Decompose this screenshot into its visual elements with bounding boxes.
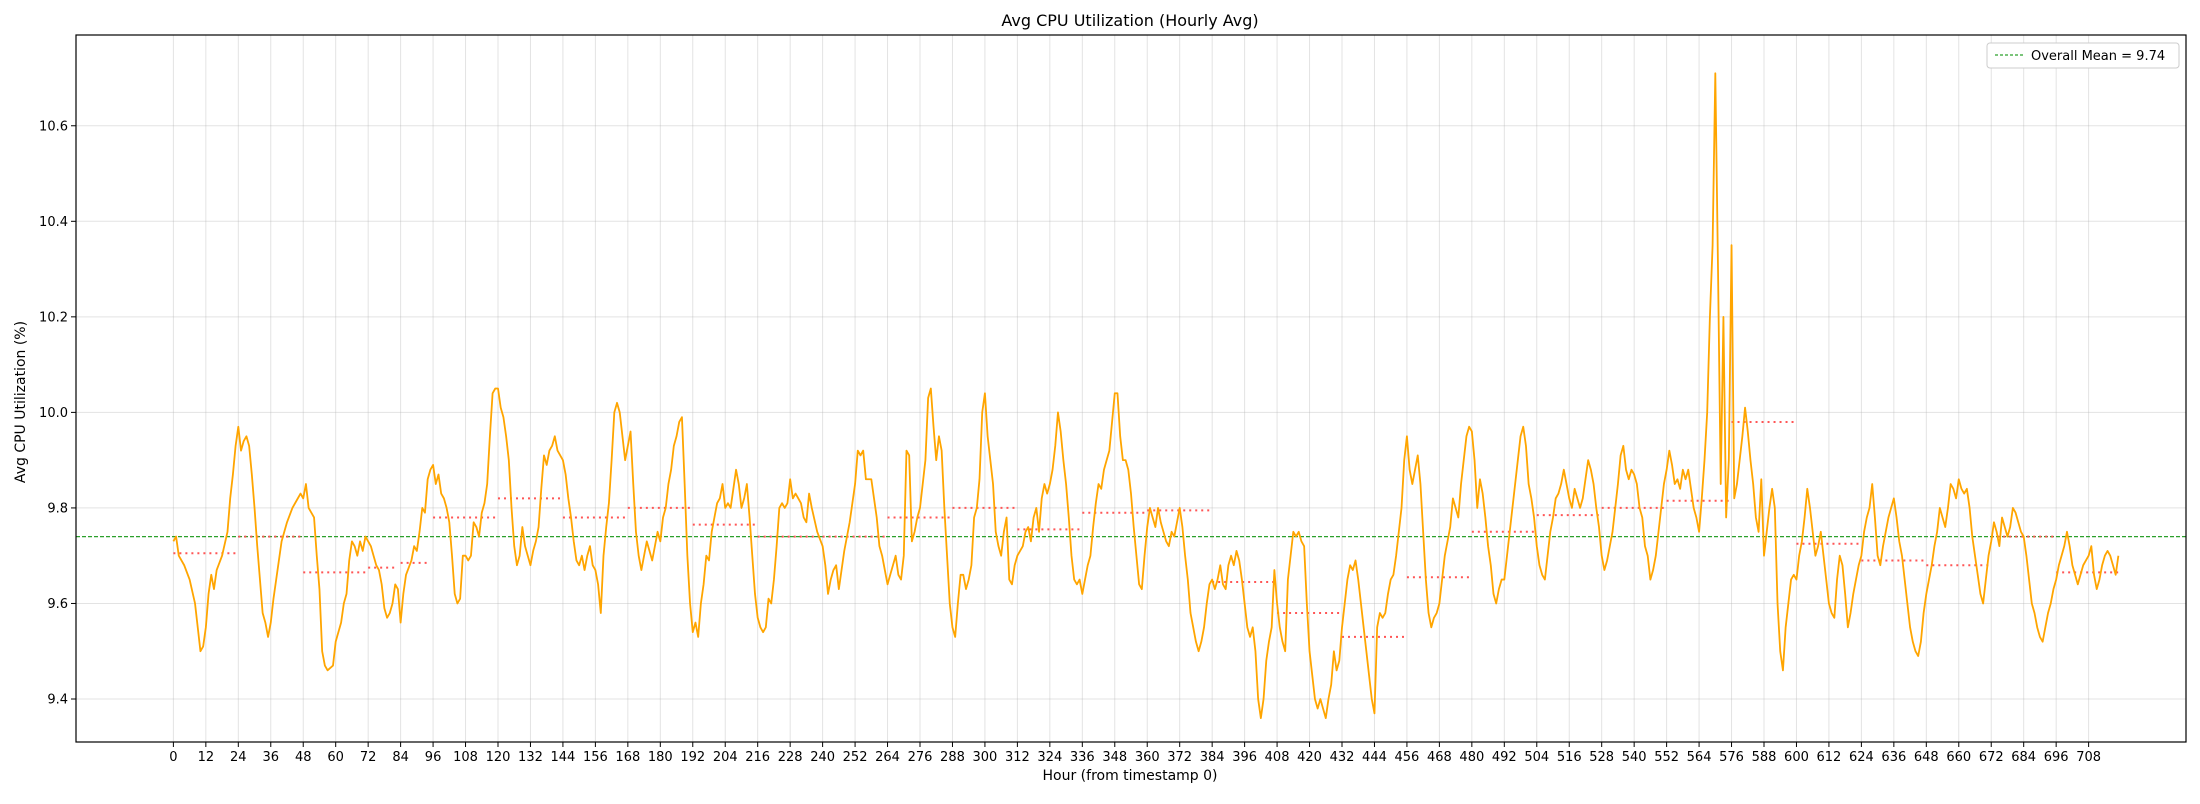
x-tick-label: 480	[1459, 750, 1484, 765]
x-tick-label: 336	[1070, 750, 1095, 765]
x-tick-label: 240	[810, 750, 835, 765]
x-tick-label: 120	[486, 750, 511, 765]
legend: Overall Mean = 9.74	[1986, 42, 2180, 69]
x-tick-label: 192	[680, 750, 705, 765]
x-tick-label: 432	[1330, 750, 1355, 765]
x-tick-label: 468	[1427, 750, 1452, 765]
y-tick-label: 9.6	[47, 597, 68, 612]
x-tick-label: 180	[648, 750, 673, 765]
x-tick-label: 324	[1037, 750, 1062, 765]
x-tick-label: 156	[583, 750, 608, 765]
plot-frame	[75, 34, 2187, 743]
y-tick-label: 10.4	[39, 215, 68, 230]
x-axis-label: Hour (from timestamp 0)	[1043, 768, 1218, 784]
x-tick-label: 612	[1817, 750, 1842, 765]
x-tick-label: 420	[1297, 750, 1322, 765]
hourly-cpu-line	[172, 72, 2120, 720]
y-tick-label: 10.0	[39, 406, 68, 421]
y-tick-label: 9.4	[47, 693, 68, 708]
x-tick-label: 144	[551, 750, 576, 765]
x-tick-label: 552	[1654, 750, 1679, 765]
x-tick-label: 504	[1524, 750, 1549, 765]
x-tick-label: 24	[230, 750, 247, 765]
y-tick-label: 10.2	[39, 310, 68, 325]
x-tick-label: 48	[295, 750, 312, 765]
x-tick-label: 108	[453, 750, 478, 765]
x-tick-label: 204	[713, 750, 738, 765]
x-tick-label: 624	[1849, 750, 1874, 765]
x-tick-label: 708	[2076, 750, 2101, 765]
x-tick-label: 276	[908, 750, 933, 765]
x-tick-label: 72	[360, 750, 377, 765]
x-tick-label: 288	[940, 750, 965, 765]
x-tick-label: 648	[1914, 750, 1939, 765]
x-tick-label: 456	[1395, 750, 1420, 765]
x-tick-label: 600	[1784, 750, 1809, 765]
x-tick-label: 372	[1167, 750, 1192, 765]
x-tick-label: 12	[198, 750, 215, 765]
x-tick-label: 300	[973, 750, 998, 765]
x-tick-label: 168	[615, 750, 640, 765]
x-tick-label: 0	[169, 750, 177, 765]
x-tick-label: 84	[392, 750, 409, 765]
x-tick-label: 696	[2044, 750, 2069, 765]
x-tick-label: 684	[2011, 750, 2036, 765]
series-layer	[172, 72, 2120, 720]
x-tick-label: 672	[1979, 750, 2004, 765]
legend-box	[1986, 42, 2180, 69]
legend-label-overall-mean: Overall Mean = 9.74	[2031, 49, 2165, 64]
x-tick-label: 252	[843, 750, 868, 765]
x-tick-label: 660	[1946, 750, 1971, 765]
x-tick-label: 588	[1752, 750, 1777, 765]
x-tick-label: 528	[1589, 750, 1614, 765]
x-tick-label: 228	[778, 750, 803, 765]
x-tick-label: 348	[1102, 750, 1127, 765]
x-tick-label: 444	[1362, 750, 1387, 765]
x-tick-label: 492	[1492, 750, 1517, 765]
x-tick-label: 264	[875, 750, 900, 765]
axis-ticks: 0 12 24 36 48 60 72 84 96 108 120 132 144 156 168 180 19…	[39, 119, 2101, 765]
x-tick-label: 396	[1232, 750, 1257, 765]
x-tick-label: 312	[1005, 750, 1030, 765]
x-tick-label: 60	[327, 750, 344, 765]
chart-title: Avg CPU Utilization (Hourly Avg)	[1001, 11, 1258, 30]
x-tick-label: 360	[1135, 750, 1160, 765]
y-tick-label: 10.6	[39, 119, 68, 134]
x-tick-label: 96	[425, 750, 442, 765]
x-tick-label: 36	[262, 750, 279, 765]
x-tick-label: 132	[518, 750, 543, 765]
x-tick-label: 636	[1881, 750, 1906, 765]
y-axis-label: Avg CPU Utilization (%)	[13, 321, 29, 483]
x-tick-label: 576	[1719, 750, 1744, 765]
y-tick-label: 9.8	[47, 501, 68, 516]
x-tick-label: 384	[1200, 750, 1225, 765]
x-tick-label: 564	[1687, 750, 1712, 765]
grid-lines	[76, 35, 2186, 742]
x-tick-label: 408	[1265, 750, 1290, 765]
x-tick-label: 216	[745, 750, 770, 765]
x-tick-label: 516	[1557, 750, 1582, 765]
x-tick-label: 540	[1622, 750, 1647, 765]
